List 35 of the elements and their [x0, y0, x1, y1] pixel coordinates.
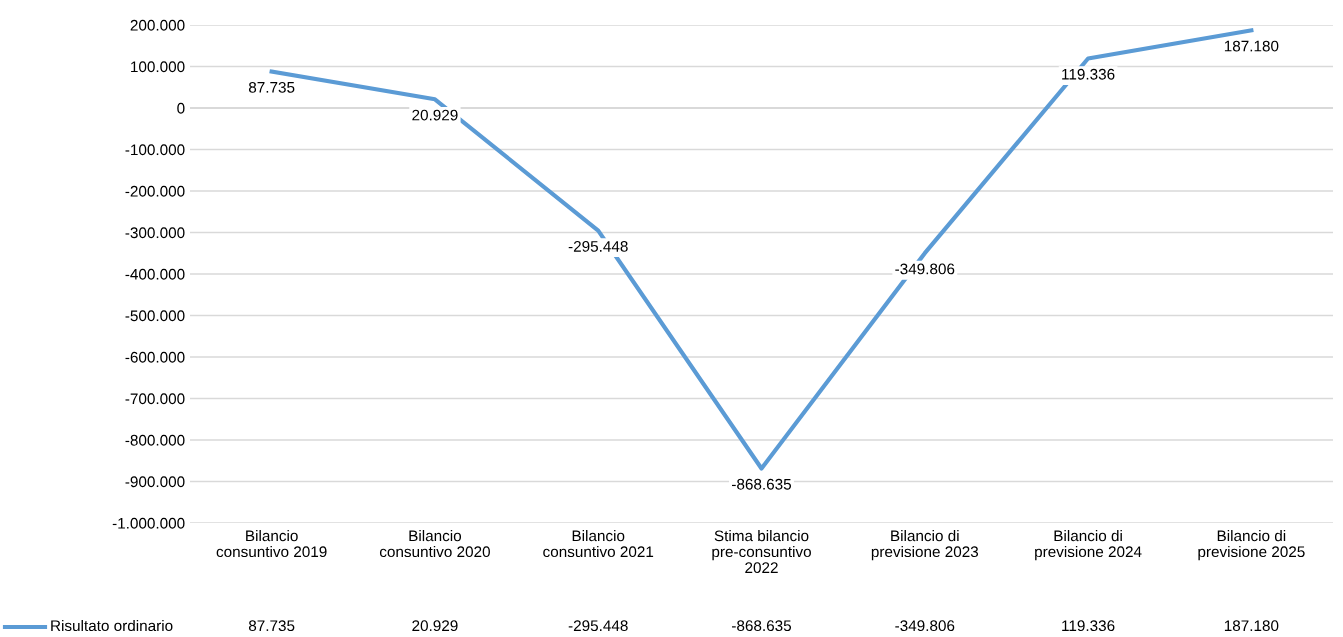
text: 119.336: [1062, 68, 1115, 80]
data-label: 20.929: [412, 620, 458, 632]
x-tick-label: Bilancio di previsione 2025: [1198, 530, 1305, 561]
data-label: 87.735: [248, 620, 295, 632]
data-label: -295.448: [568, 620, 628, 632]
y-tick-label: -700.000: [125, 393, 185, 405]
text: 20.929: [412, 109, 458, 121]
y-tick-label: 100.000: [131, 61, 185, 73]
legend-label: Risultato ordinario: [51, 619, 173, 632]
text: -349.806: [895, 263, 955, 275]
x-tick-label: Bilancio consuntivo 2020: [379, 530, 490, 558]
y-tick-label: -500.000: [125, 310, 185, 322]
text: 87.735: [248, 81, 295, 93]
y-tick-label: -300.000: [125, 227, 185, 239]
x-tick-label: Stima bilancio pre-consuntivo 2022: [712, 530, 811, 574]
y-tick-label: -900.000: [125, 476, 185, 488]
y-tick-label: -400.000: [125, 268, 185, 280]
y-tick-label: -100.000: [125, 144, 185, 156]
data-label: 187.180: [1224, 620, 1279, 632]
data-label: 119.336: [1062, 620, 1115, 632]
y-tick-label: -200.000: [125, 185, 185, 197]
y-tick-label: -800.000: [125, 434, 185, 446]
y-tick-label: -1.000.000: [112, 517, 185, 529]
data-label: -349.806: [895, 620, 955, 632]
x-tick-label: Bilancio consuntivo 2019: [216, 530, 327, 558]
data-label: -868.635: [732, 620, 792, 632]
y-tick-label: 0: [177, 102, 185, 114]
x-tick-label: Bilancio di previsione 2023: [871, 530, 979, 561]
text: 187.180: [1224, 40, 1279, 52]
text: -295.448: [568, 240, 628, 252]
text: -868.635: [732, 478, 792, 490]
x-tick-label: Bilancio di previsione 2024: [1035, 530, 1142, 561]
x-tick-label: Bilancio consuntivo 2021: [543, 530, 654, 558]
y-tick-label: 200.000: [130, 19, 185, 31]
y-tick-label: -600.000: [125, 351, 185, 363]
